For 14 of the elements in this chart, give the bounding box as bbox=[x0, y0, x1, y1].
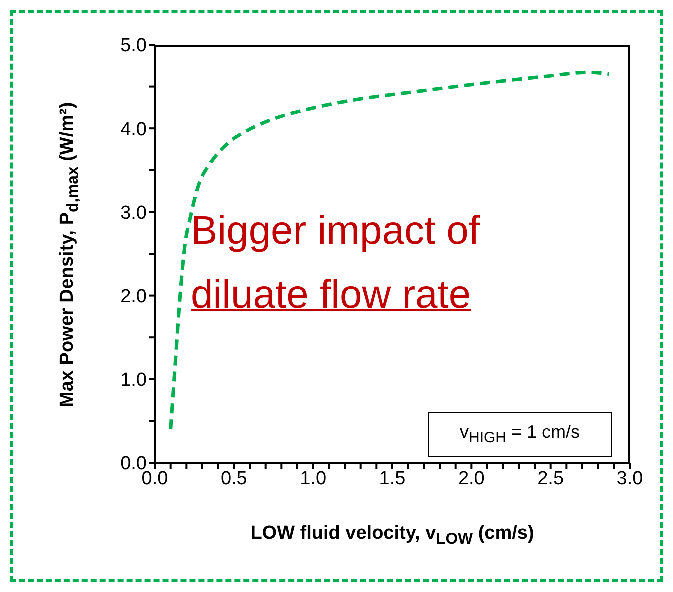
x-tick-label: 3.0 bbox=[616, 468, 644, 490]
y-tick-label: 4.0 bbox=[120, 119, 147, 140]
x-axis-title: LOW fluid velocity, v$_{LOW}$ (cm/s) bbox=[250, 523, 536, 549]
x-tick-label: 1.5 bbox=[379, 468, 406, 490]
y-tick-label: 5.0 bbox=[120, 36, 147, 57]
y-tick-label: 2.0 bbox=[120, 286, 147, 308]
x-tick-label: 0.5 bbox=[220, 468, 248, 490]
x-tick-label: 2.5 bbox=[538, 468, 564, 490]
y-tick-label: 3.0 bbox=[120, 202, 147, 224]
annotation: v$_{HIGH}$ = 1 cm/s bbox=[460, 422, 580, 447]
annotation: Bigger impact of diluate flow rate bbox=[191, 209, 480, 317]
x-tick-label: 2.0 bbox=[458, 468, 485, 490]
y-tick-label: 1.0 bbox=[120, 370, 147, 392]
x-tick-label: 1.0 bbox=[300, 468, 327, 490]
